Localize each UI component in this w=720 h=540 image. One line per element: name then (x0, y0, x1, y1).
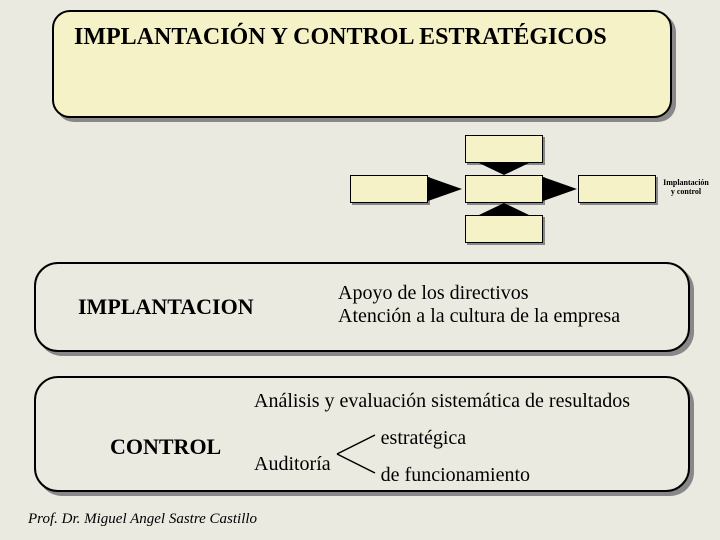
control-panel: CONTROL Análisis y evaluación sistemátic… (34, 376, 690, 492)
arrow-right-icon (543, 175, 580, 203)
flow-node-left (350, 175, 428, 203)
arrow-right-icon (428, 175, 465, 203)
implantacion-body: Apoyo de los directivos Atención a la cu… (338, 282, 620, 328)
control-label: CONTROL (110, 434, 221, 460)
branch-item: de funcionamiento (381, 464, 530, 487)
arrow-up-icon (475, 203, 533, 215)
control-body: Análisis y evaluación sistemática de res… (254, 390, 630, 487)
flow-end-label: Implantación y control (660, 179, 712, 197)
implantacion-label: IMPLANTACION (78, 294, 254, 320)
arrow-down-icon (475, 163, 533, 175)
flow-end-label-line: y control (660, 188, 712, 197)
branch-item: estratégica (381, 427, 530, 450)
page-title: IMPLANTACIÓN Y CONTROL ESTRATÉGICOS (74, 24, 650, 51)
implantacion-line: Atención a la cultura de la empresa (338, 305, 620, 328)
branch-icon (335, 429, 379, 485)
implantacion-panel: IMPLANTACION Apoyo de los directivos Ate… (34, 262, 690, 352)
implantacion-line: Apoyo de los directivos (338, 282, 620, 305)
branch-labels: estratégica de funcionamiento (381, 427, 530, 487)
flow-node-top (465, 135, 543, 163)
footer-author: Prof. Dr. Miguel Angel Sastre Castillo (28, 511, 257, 528)
flow-node-right (578, 175, 656, 203)
flow-node-mid (465, 175, 543, 203)
control-topline: Análisis y evaluación sistemática de res… (254, 390, 630, 413)
title-box: IMPLANTACIÓN Y CONTROL ESTRATÉGICOS (52, 10, 672, 118)
auditoria-label: Auditoría (254, 439, 335, 476)
flow-diagram: Implantación y control (310, 135, 700, 250)
flow-node-bot (465, 215, 543, 243)
